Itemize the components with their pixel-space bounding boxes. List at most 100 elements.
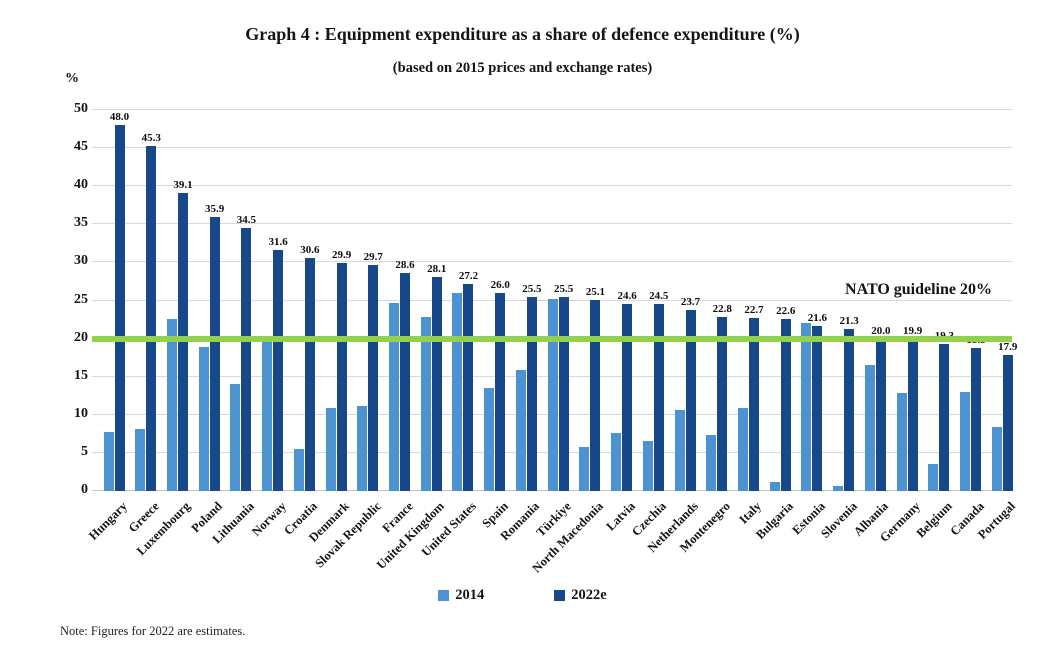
bar-2014-north-macedonia	[579, 446, 590, 491]
chart-subtitle: (based on 2015 prices and exchange rates…	[392, 60, 653, 76]
bar-2014-united-kingdom	[420, 317, 431, 491]
bar-2022e-romania	[526, 296, 537, 491]
y-tick-50: 50	[74, 101, 88, 116]
data-label-2022e: 25.5	[554, 282, 574, 295]
data-label-2022e: 39.1	[173, 179, 193, 192]
y-tick-35: 35	[74, 215, 88, 231]
bar-2022e-hungary	[114, 125, 125, 491]
bar-2022e-luxembourg	[177, 193, 188, 491]
bar-2014-spain	[484, 388, 495, 491]
data-label-2022e: 25.5	[522, 282, 542, 295]
bar-2014-t-rkiye	[547, 298, 558, 491]
data-label-2022e: 48.0	[109, 111, 130, 124]
bar-2014-poland	[198, 346, 209, 491]
gridline-45	[92, 147, 1012, 149]
bar-2014-canada	[960, 391, 971, 491]
bar-2022e-portugal	[1002, 354, 1013, 491]
data-label-2022e: 30.6	[300, 243, 320, 256]
y-tick-25: 25	[74, 291, 88, 307]
y-tick-0: 0	[81, 482, 88, 497]
data-label-2022e: 22.7	[744, 304, 764, 317]
chart-note: Note: Figures for 2022 are estimates.	[60, 624, 246, 638]
data-label-2022e: 23.7	[680, 296, 701, 309]
bar-2014-italy	[737, 407, 748, 491]
bar-2014-netherlands	[674, 410, 685, 491]
y-tick-20: 20	[74, 329, 88, 345]
bar-2014-greece	[135, 429, 146, 491]
bar-2014-montenegro	[706, 434, 717, 491]
bar-2014-latvia	[611, 433, 622, 491]
bar-2014-portugal	[991, 427, 1002, 491]
gridline-50	[92, 109, 1012, 110]
nato-guideline-label: NATO guideline 20%	[845, 280, 992, 298]
y-tick-15: 15	[74, 367, 88, 383]
data-label-2022e: 21.3	[839, 314, 859, 327]
legend-label-2014: 2014	[455, 587, 485, 603]
bar-2014-denmark	[325, 407, 336, 491]
bar-2022e-north-macedonia	[590, 299, 601, 491]
legend-swatch-2022e	[554, 590, 566, 601]
bar-2022e-denmark	[336, 263, 347, 491]
bar-2022e-united-kingdom	[431, 276, 442, 491]
legend-item-2014: 2014	[438, 587, 484, 604]
data-label-2022e: 31.6	[268, 236, 288, 249]
data-label-2022e: 19.9	[902, 325, 923, 338]
data-label-2022e: 35.9	[205, 203, 225, 216]
bar-2022e-croatia	[304, 257, 315, 491]
legend-label-2022e: 2022e	[571, 587, 607, 603]
bar-2014-romania	[515, 369, 526, 491]
bar-2014-albania	[864, 364, 875, 491]
bar-2022e-t-rkiye	[558, 296, 569, 491]
bar-2022e-france	[400, 273, 411, 491]
y-tick-30: 30	[74, 253, 88, 269]
gridline-30	[92, 261, 1012, 263]
y-tick-45: 45	[74, 139, 88, 155]
bar-2022e-belgium	[939, 343, 950, 491]
bar-2014-slovak-republic	[357, 406, 368, 491]
bar-2014-germany	[896, 392, 907, 491]
bar-2014-luxembourg	[166, 318, 177, 491]
bar-2014-bulgaria	[769, 481, 780, 491]
bar-2022e-greece	[146, 145, 157, 491]
bar-2022e-slovak-republic	[368, 264, 379, 491]
data-label-2022e: 27.2	[458, 269, 479, 282]
bar-2022e-norway	[273, 250, 284, 491]
bar-2022e-spain	[495, 292, 506, 491]
bar-2022e-czechia	[653, 304, 664, 491]
legend-swatch-2014	[438, 590, 450, 601]
data-label-2022e: 28.1	[427, 262, 447, 275]
bar-2014-czechia	[642, 441, 653, 491]
data-label-2022e: 22.8	[712, 303, 732, 316]
y-tick-10: 10	[74, 405, 88, 421]
bar-2014-lithuania	[230, 383, 241, 491]
bar-2022e-italy	[748, 318, 759, 491]
data-label-2022e: 22.6	[776, 304, 796, 317]
gridline-40	[92, 185, 1012, 187]
y-axis-unit-label: %	[65, 71, 79, 86]
bar-2014-belgium	[928, 463, 939, 491]
data-label-2022e: 26.0	[490, 278, 510, 291]
bar-2022e-montenegro	[717, 317, 728, 491]
legend: 2014 2022e	[0, 587, 1045, 604]
data-label-2022e: 28.6	[395, 259, 415, 272]
data-label-2022e: 24.5	[649, 290, 669, 303]
bar-2022e-slovenia	[844, 328, 855, 491]
bar-2022e-germany	[907, 339, 918, 491]
bar-2022e-poland	[209, 217, 220, 491]
bar-2014-croatia	[293, 449, 304, 491]
data-label-2022e: 25.1	[585, 285, 605, 298]
data-label-2022e: 45.3	[141, 131, 161, 144]
bar-2014-hungary	[103, 432, 114, 491]
plot-area: NATO guideline 20% 48.0 45.3 39.1 35.9 34.5 3…	[92, 109, 1017, 491]
data-label-2022e: 29.7	[363, 250, 383, 263]
y-tick-5: 5	[81, 443, 88, 459]
data-label-2022e: 20.0	[871, 324, 891, 337]
y-tick-40: 40	[74, 177, 88, 193]
gridline-35	[92, 223, 1012, 225]
legend-item-2022e: 2022e	[554, 587, 607, 604]
bar-2014-slovenia	[833, 485, 844, 491]
bar-2022e-netherlands	[685, 310, 696, 491]
bar-2022e-albania	[875, 338, 886, 491]
bar-2014-norway	[262, 340, 273, 491]
